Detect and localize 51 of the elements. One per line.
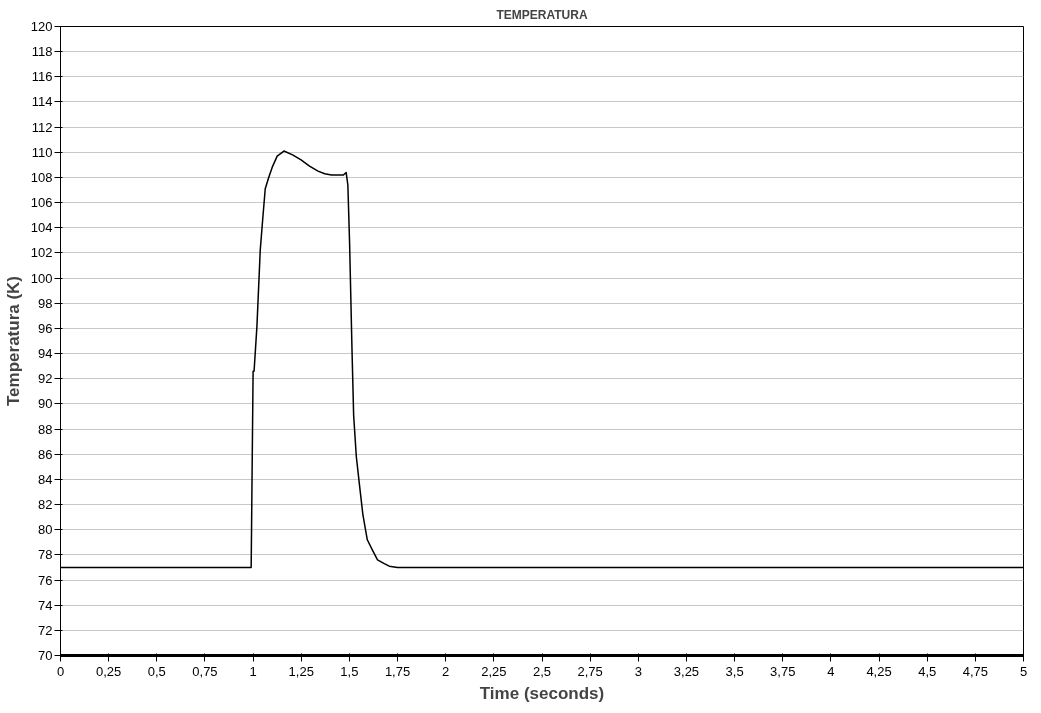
x-tick-label: 3 <box>634 663 642 679</box>
y-tick-label: 110 <box>31 144 53 160</box>
line-series <box>60 150 1024 569</box>
y-tick-label: 98 <box>38 295 53 311</box>
y-tick-label: 90 <box>38 396 53 412</box>
y-tick-label: 92 <box>38 371 53 387</box>
x-tick-label: 1,25 <box>288 663 314 679</box>
y-tick-label: 120 <box>30 19 53 34</box>
y-tick-label: 114 <box>31 94 53 110</box>
x-tick-label: 2,25 <box>481 663 507 679</box>
y-tick-label: 82 <box>38 497 53 513</box>
y-tick-label: 70 <box>38 648 53 663</box>
y-tick-label: 104 <box>30 220 53 236</box>
x-tick-label: 0,25 <box>96 663 122 679</box>
x-tick-label: 1,75 <box>384 663 411 679</box>
x-tick-label: 1 <box>249 663 257 679</box>
x-tick-label: 1,5 <box>340 663 359 679</box>
x-tick-label: 4,5 <box>918 663 937 679</box>
x-tick-label: 2,75 <box>577 663 603 679</box>
y-tick-label: 74 <box>38 597 53 613</box>
y-axis-title: Temperatura (K) <box>3 275 23 407</box>
y-tick-label: 106 <box>30 195 53 211</box>
x-tick-label: 3,25 <box>673 663 700 679</box>
x-tick-label: 5 <box>1019 663 1028 679</box>
y-tick-label: 100 <box>30 270 53 286</box>
x-tick-label: 2 <box>442 663 450 679</box>
y-tick-label: 116 <box>31 69 53 85</box>
x-tick-label: 2,5 <box>532 663 552 679</box>
chart-title: TEMPERATURA <box>496 7 588 22</box>
y-tick-label: 76 <box>38 572 53 588</box>
y-tick-label: 88 <box>38 421 53 437</box>
y-tick-label: 72 <box>38 622 53 638</box>
y-tick-label: 84 <box>38 471 53 487</box>
y-tick-label: 94 <box>38 346 53 362</box>
x-tick-label: 3,5 <box>725 663 744 679</box>
x-tick-label: 4,75 <box>962 663 989 679</box>
x-tick-label: 0,75 <box>192 663 218 679</box>
y-tick-label: 112 <box>31 119 53 135</box>
x-tick-label: 0,5 <box>147 663 166 679</box>
x-tick-label: 4 <box>827 663 835 679</box>
y-tick-label: 102 <box>30 245 53 261</box>
y-tick-label: 108 <box>30 169 53 185</box>
x-axis-title: Time (seconds) <box>479 683 605 703</box>
x-tick-label: 3,75 <box>770 663 796 679</box>
y-tick-label: 86 <box>38 446 53 462</box>
x-tick-label: 4,25 <box>866 663 892 679</box>
y-tick-label: 118 <box>31 44 53 60</box>
y-tick-label: 78 <box>38 547 53 563</box>
y-tick-label: 96 <box>38 320 53 336</box>
x-tick-label: 0 <box>56 663 65 679</box>
y-tick-label: 80 <box>38 522 53 538</box>
